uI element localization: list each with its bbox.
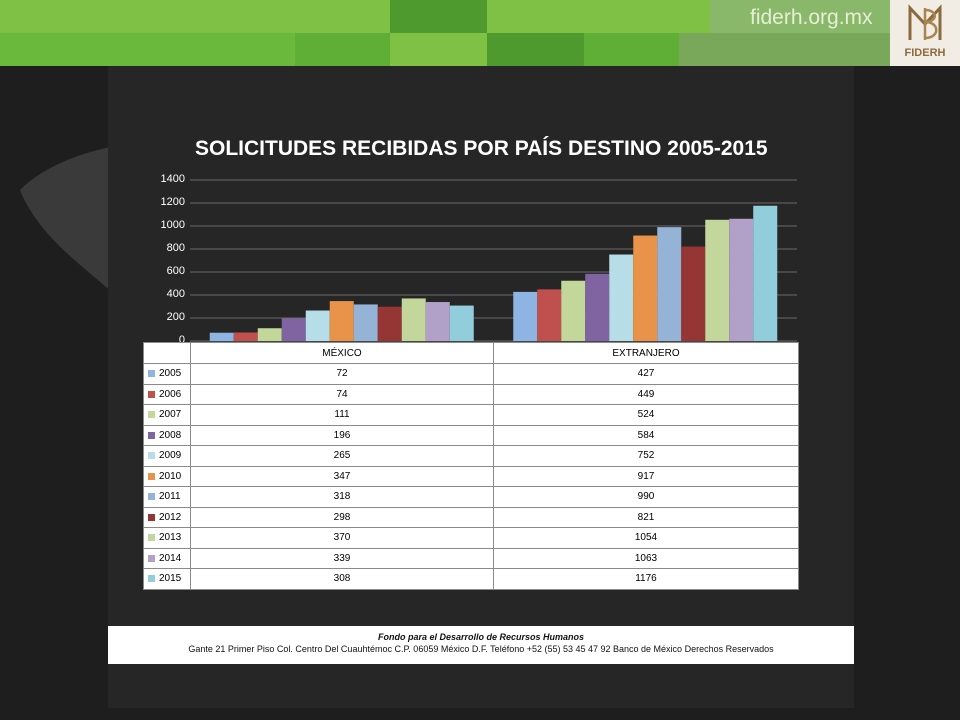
- series-label-cell: 2015: [143, 568, 191, 590]
- series-name: 2005: [159, 368, 182, 380]
- value-cell: 1176: [493, 568, 799, 590]
- table-header-empty: [143, 342, 191, 364]
- series-name: 2006: [159, 388, 182, 400]
- table-header-row: MÉXICO EXTRANJERO: [143, 342, 799, 364]
- table-row: 2007 111 524: [143, 404, 799, 426]
- logo-text: FIDERH: [904, 47, 946, 59]
- legend-swatch: [148, 534, 155, 542]
- chart-title: SOLICITUDES RECIBIDAS POR PAÍS DESTINO 2…: [195, 137, 768, 160]
- series-name: 2014: [159, 552, 182, 564]
- value-cell: 347: [190, 465, 494, 487]
- value-cell: 111: [190, 404, 494, 426]
- value-cell: 524: [493, 404, 799, 426]
- y-tick-label: 0: [178, 334, 185, 346]
- series-name: 2011: [159, 491, 181, 503]
- table-row: 2006 74 449: [143, 383, 799, 405]
- table-row: 2008 196 584: [143, 424, 799, 446]
- legend-swatch: [148, 575, 155, 583]
- series-label-cell: 2014: [143, 547, 191, 569]
- value-cell: 752: [493, 445, 799, 467]
- value-cell: 427: [493, 363, 799, 385]
- value-cell: 72: [190, 363, 494, 385]
- value-cell: 1063: [493, 547, 799, 569]
- series-name: 2012: [159, 511, 182, 523]
- legend-swatch: [148, 472, 155, 480]
- value-cell: 370: [190, 527, 494, 549]
- table-row: 2005 72 427: [143, 363, 799, 385]
- series-label-cell: 2012: [143, 506, 191, 528]
- site-url[interactable]: fiderh.org.mx: [750, 6, 873, 29]
- value-cell: 584: [493, 424, 799, 446]
- series-name: 2009: [159, 450, 182, 462]
- footer: Fondo para el Desarrollo de Recursos Hum…: [108, 626, 854, 664]
- series-name: 2008: [159, 429, 182, 441]
- y-tick-label: 1400: [160, 173, 185, 185]
- logo-monogram-icon: [908, 4, 942, 40]
- table-header-category: EXTRANJERO: [493, 342, 799, 364]
- fiderh-logo: FIDERH: [890, 0, 960, 66]
- header-band: [0, 0, 890, 66]
- value-cell: 196: [190, 424, 494, 446]
- series-label-cell: 2009: [143, 445, 191, 467]
- table-header-category: MÉXICO: [190, 342, 494, 364]
- table-row: 2015 308 1176: [143, 568, 799, 590]
- table-row: 2009 265 752: [143, 445, 799, 467]
- value-cell: 74: [190, 383, 494, 405]
- legend-swatch: [148, 411, 155, 419]
- series-name: 2007: [159, 409, 182, 421]
- y-tick-label: 800: [166, 242, 185, 254]
- legend-swatch: [148, 370, 155, 378]
- legend-swatch: [148, 493, 155, 501]
- data-table-legend: MÉXICO EXTRANJERO 2005 72 427 2006 74 449 2007…: [143, 342, 799, 590]
- value-cell: 990: [493, 486, 799, 508]
- footer-title: Fondo para el Desarrollo de Recursos Hum…: [377, 632, 585, 642]
- y-tick-label: 200: [166, 311, 185, 323]
- value-cell: 318: [190, 486, 494, 508]
- series-label-cell: 2007: [143, 404, 191, 426]
- value-cell: 308: [190, 568, 494, 590]
- series-label-cell: 2011: [143, 486, 191, 508]
- footer-address: Gante 21 Primer Piso Col. Centro Del Cua…: [188, 644, 774, 654]
- table-row: 2014 339 1063: [143, 547, 799, 569]
- series-label-cell: 2010: [143, 465, 191, 487]
- table-row: 2012 298 821: [143, 506, 799, 528]
- table-row: 2011 318 990: [143, 486, 799, 508]
- value-cell: 1054: [493, 527, 799, 549]
- value-cell: 298: [190, 506, 494, 528]
- series-label-cell: 2005: [143, 363, 191, 385]
- value-cell: 449: [493, 383, 799, 405]
- value-cell: 265: [190, 445, 494, 467]
- y-tick-label: 1000: [160, 219, 185, 231]
- legend-swatch: [148, 390, 155, 398]
- table-row: 2010 347 917: [143, 465, 799, 487]
- series-name: 2015: [159, 573, 182, 585]
- value-cell: 917: [493, 465, 799, 487]
- series-name: 2013: [159, 532, 182, 544]
- y-tick-label: 1200: [160, 196, 185, 208]
- y-tick-label: 400: [166, 288, 185, 300]
- legend-swatch: [148, 452, 155, 460]
- legend-swatch: [148, 554, 155, 562]
- value-cell: 339: [190, 547, 494, 569]
- value-cell: 821: [493, 506, 799, 528]
- series-label-cell: 2008: [143, 424, 191, 446]
- series-name: 2010: [159, 470, 182, 482]
- table-row: 2013 370 1054: [143, 527, 799, 549]
- series-label-cell: 2013: [143, 527, 191, 549]
- y-tick-label: 600: [166, 265, 185, 277]
- legend-swatch: [148, 431, 155, 439]
- series-label-cell: 2006: [143, 383, 191, 405]
- legend-swatch: [148, 513, 155, 521]
